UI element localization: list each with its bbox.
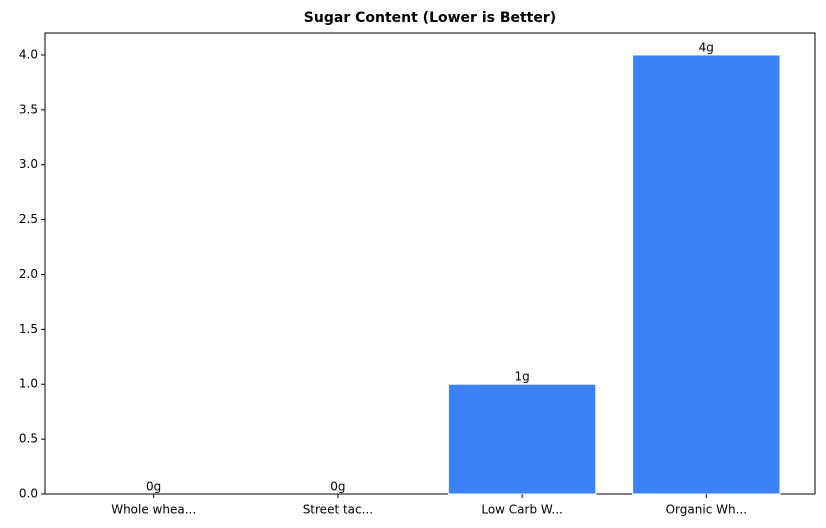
- chart-title: Sugar Content (Lower is Better): [304, 10, 556, 26]
- value-label: 0g: [146, 480, 161, 494]
- y-tick-label: 1.0: [19, 377, 38, 391]
- y-tick-label: 0.0: [19, 487, 38, 501]
- x-tick-label: Low Carb W...: [481, 503, 562, 517]
- value-label: 4g: [699, 40, 714, 54]
- x-tick-label: Organic Wh...: [666, 503, 747, 517]
- x-tick-label: Street tac...: [303, 503, 373, 517]
- bar: [632, 54, 781, 495]
- value-label: 1g: [514, 370, 529, 384]
- y-tick-label: 2.0: [19, 267, 38, 281]
- y-tick-label: 3.5: [19, 102, 38, 116]
- y-tick-label: 4.0: [19, 47, 38, 61]
- value-label: 0g: [330, 480, 345, 494]
- y-tick-label: 0.5: [19, 432, 38, 446]
- x-tick-label: Whole whea...: [111, 503, 196, 517]
- y-tick-label: 3.0: [19, 157, 38, 171]
- y-tick-label: 1.5: [19, 322, 38, 336]
- bar: [447, 383, 597, 495]
- y-tick-label: 2.5: [19, 212, 38, 226]
- axes-frame: [44, 32, 816, 495]
